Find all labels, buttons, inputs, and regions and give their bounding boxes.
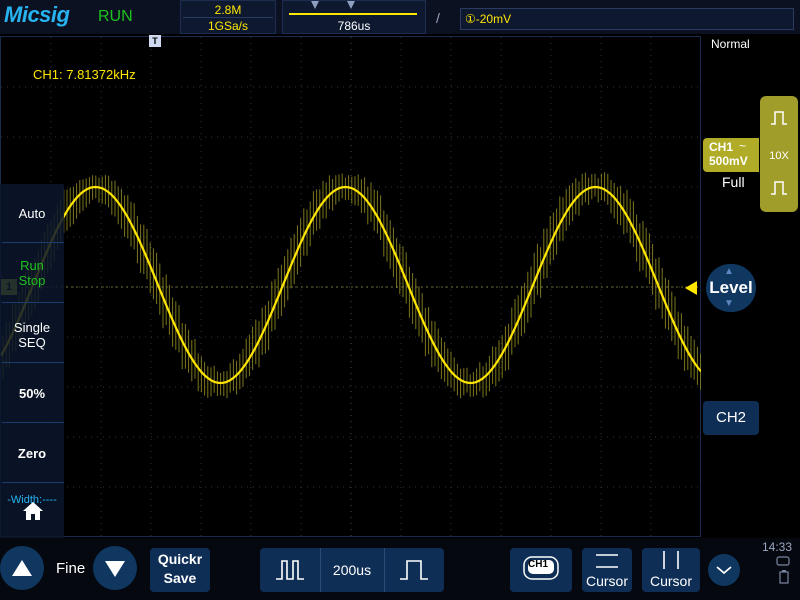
- sample-rate: 1GSa/s: [207, 19, 249, 33]
- fine-up-button[interactable]: [0, 546, 44, 590]
- horizontal-cursor-icon: [596, 554, 618, 568]
- single-label: Single: [13, 320, 51, 335]
- divider: [2, 302, 64, 303]
- ch1-chip-label: CH1: [528, 559, 549, 570]
- cursor-label: Cursor: [585, 573, 628, 589]
- frequency-readout: CH1: 7.81372kHz: [33, 67, 136, 82]
- divider: [2, 242, 64, 243]
- level-knob-button[interactable]: ▲ Level ▼: [706, 264, 756, 312]
- ch1-name: CH1: [709, 140, 734, 154]
- auto-button[interactable]: Auto: [18, 206, 46, 221]
- coupling-icon: ~: [739, 139, 747, 153]
- fine-down-button[interactable]: [93, 546, 137, 590]
- home-icon[interactable]: [22, 500, 44, 522]
- ch1-quick-panel[interactable]: 10X: [760, 96, 798, 212]
- memory-depth: 2.8M: [214, 3, 242, 17]
- trigger-level-value: ①-20mV: [465, 12, 512, 26]
- run-label: Run: [20, 258, 44, 273]
- waveform-display[interactable]: CH1: 7.81372kHz T 1: [0, 35, 701, 537]
- divider: [384, 548, 385, 592]
- probe-ratio[interactable]: 10X: [769, 150, 789, 162]
- level-label: Level: [709, 278, 753, 297]
- divider: [2, 482, 64, 483]
- trigger-level-arrow-icon[interactable]: [685, 281, 697, 295]
- graticule: [1, 37, 701, 537]
- noise-envelope: [2, 172, 701, 399]
- single-seq-button[interactable]: Single SEQ: [0, 320, 64, 350]
- run-status-indicator[interactable]: RUN: [98, 8, 133, 25]
- brand-logo: Micsig: [4, 2, 70, 27]
- bottom-toolbar: Fine Quickr Save 200us CH1 Cursor: [0, 538, 800, 600]
- acquisition-settings[interactable]: 2.8M 1GSa/s: [180, 0, 276, 34]
- stop-label: Stop: [18, 273, 46, 288]
- bandwidth-limit[interactable]: Full: [722, 174, 745, 190]
- rising-edge-icon[interactable]: /: [436, 10, 440, 26]
- divider: [183, 17, 273, 18]
- left-control-menu: Auto Run Stop Single SEQ 50% Zero -Width…: [0, 184, 64, 540]
- vertical-cursor-button[interactable]: Cursor: [642, 548, 700, 592]
- timebase-expand-icon[interactable]: [274, 558, 306, 582]
- top-status-bar: Micsig RUN 2.8M 1GSa/s 786us / ①-20mV: [0, 0, 800, 34]
- dc-coupling-wave-icon[interactable]: [770, 110, 788, 126]
- cursor-label: Cursor: [649, 573, 692, 589]
- memory-window-marker-icon: [311, 1, 319, 9]
- arrow-up-icon: [12, 560, 32, 576]
- timebase-value[interactable]: 200us: [332, 562, 372, 578]
- timebase-compress-icon[interactable]: [398, 558, 430, 582]
- memory-window-bar: [289, 13, 417, 15]
- timebase-control: 200us: [260, 548, 444, 592]
- ch1-vertical-scale: 500mV: [709, 154, 748, 168]
- quick-save-label-line2: Save: [163, 570, 197, 586]
- chevron-up-icon[interactable]: ▲: [724, 266, 734, 277]
- zero-button[interactable]: Zero: [17, 446, 47, 461]
- chevron-down-icon: [716, 566, 732, 575]
- arrow-down-icon: [105, 561, 125, 577]
- seq-label: SEQ: [18, 335, 46, 350]
- trigger-position-icon[interactable]: T: [149, 35, 161, 47]
- usb-icon: [776, 556, 790, 566]
- ch1-chip-icon: [523, 556, 559, 580]
- divider: [2, 422, 64, 423]
- menu-expand-button[interactable]: [708, 554, 740, 586]
- clock: 14:33: [762, 540, 793, 554]
- battery-icon: [779, 570, 789, 584]
- width-readout: -Width:----: [7, 494, 57, 506]
- divider: [320, 548, 321, 592]
- divider: [2, 362, 64, 363]
- ch2-button[interactable]: CH2: [703, 401, 759, 435]
- vertical-cursor-icon: [663, 551, 679, 569]
- ch1-channel-tag[interactable]: CH1 ~ 500mV: [703, 138, 759, 172]
- fifty-percent-button[interactable]: 50%: [18, 386, 46, 401]
- horizontal-position-control[interactable]: 786us: [282, 0, 426, 34]
- chevron-down-icon[interactable]: ▼: [724, 298, 734, 309]
- trigger-position-marker-icon: [347, 1, 355, 9]
- trigger-settings[interactable]: ①-20mV: [460, 8, 794, 30]
- horizontal-cursor-button[interactable]: Cursor: [582, 548, 632, 592]
- time-offset-value: 786us: [337, 19, 371, 33]
- ch1-menu-button[interactable]: CH1: [510, 548, 572, 592]
- ch1-trace: [1, 185, 701, 385]
- quick-save-label-line1: Quickr: [157, 551, 203, 567]
- quick-save-button[interactable]: Quickr Save: [150, 548, 210, 592]
- ac-coupling-wave-icon[interactable]: [770, 180, 788, 196]
- trigger-mode-label[interactable]: Normal: [711, 37, 750, 51]
- fine-label[interactable]: Fine: [56, 560, 86, 577]
- run-stop-button[interactable]: Run Stop: [0, 258, 64, 288]
